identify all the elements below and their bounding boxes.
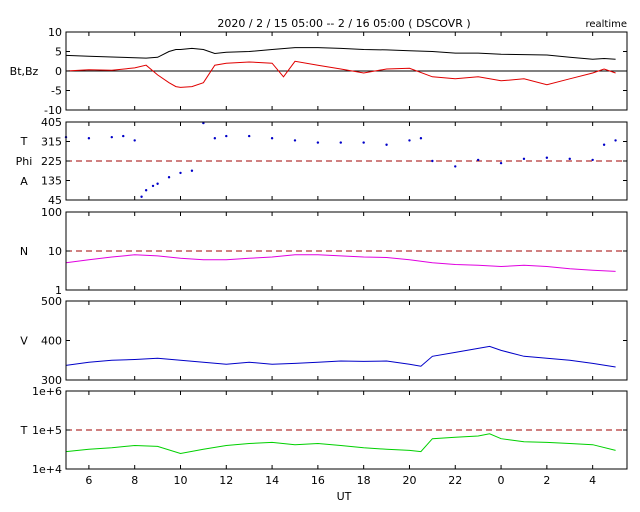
data-point [545,156,549,159]
y-tick-label: 0 [55,65,62,78]
data-point [419,137,423,140]
data-point [190,169,194,172]
data-point [110,135,113,139]
data-point [225,134,228,138]
x-tick-label: 14 [265,474,279,487]
panel-magnetic-field: 10 5 0 -5 -10 Bt,Bz [10,26,628,117]
data-point [179,171,182,175]
x-tick-label: 20 [402,474,416,487]
y-tick-label: 10 [48,245,62,258]
x-tick-label: 10 [173,474,187,487]
data-point [454,165,457,168]
data-point [602,143,606,146]
x-axis-label: UT [337,490,352,503]
y-tick-label: 1 [55,284,62,297]
data-point [151,184,155,188]
data-point [122,134,125,138]
x-tick-label: 0 [498,474,505,487]
y-axis-label: T [20,135,28,148]
data-point [87,137,91,140]
y-tick-label: 5 [55,46,62,59]
y-tick-label: 10 [48,26,62,39]
y-tick-label: -10 [44,104,62,117]
y-axis-label: A [20,175,28,188]
data-point [362,141,365,144]
series-line-bz [65,60,616,88]
y-tick-label: 1e+5 [32,424,62,437]
y-tick-label: 315 [41,136,62,149]
data-point [476,158,480,162]
panels: 1050-5-10Bt,Bz40531522513545TPhiA100101N… [10,26,628,487]
x-tick-label: 16 [311,474,325,487]
y-axis-label: N [20,245,28,258]
data-point [431,159,434,163]
y-tick-label: 225 [41,155,62,168]
data-point [522,157,526,161]
chart-title: 2020 / 2 / 15 05:00 -- 2 / 16 05:00 ( DS… [217,17,470,30]
data-point [213,137,217,140]
panel-frame [65,300,628,381]
y-axis-label: V [20,335,28,348]
series-line-t [65,433,616,455]
x-tick-label: 6 [85,474,92,487]
y-tick-label: 45 [48,194,62,207]
panel-density: 100 10 1 N [20,206,628,297]
y-tick-label: 100 [41,206,62,219]
y-tick-label: 405 [41,116,62,129]
data-point [293,139,297,142]
series-phi [64,121,617,198]
y-axis-label: T [20,424,28,437]
y-tick-label: 1e+4 [32,463,62,476]
y-tick-label: 300 [41,374,62,387]
data-point [133,139,136,142]
series-line-n [65,254,616,272]
data-point [316,141,320,144]
data-point [270,137,274,140]
data-point [568,157,571,161]
data-point [385,143,388,146]
realtime-label: realtime [585,19,627,30]
panel-speed: 500 400 300 V [20,295,628,387]
x-tick-label: 12 [219,474,233,487]
y-tick-label: 500 [41,295,62,308]
series-line-v [65,345,616,368]
y-tick-label: 400 [41,335,62,348]
x-tick-label: 8 [131,474,138,487]
data-point [156,182,159,185]
y-tick-label: -5 [51,85,62,98]
panel-temperature: 1e+6 1e+5 1e+4 T 6 8 10 12 14 16 18 20 22 0 2 4 [20,385,628,487]
y-axis-label: Bt,Bz [10,65,39,78]
data-point [167,176,171,179]
panel-phi-angle: 405 315 225 135 45 T Phi A [16,116,628,207]
x-tick-label: 18 [357,474,371,487]
data-point [591,158,594,162]
y-tick-label: 135 [41,175,62,188]
data-point [499,161,503,165]
data-point [247,134,251,138]
data-point [140,195,143,198]
x-tick-label: 2 [543,474,550,487]
y-axis-label: Phi [16,155,33,168]
series-line-bt [65,47,616,60]
data-point [614,139,617,142]
data-point [144,189,148,192]
data-point [339,141,342,144]
x-tick-label: 4 [589,474,596,487]
data-point [408,139,411,142]
y-tick-label: 1e+6 [32,385,62,398]
x-tick-label: 22 [448,474,462,487]
